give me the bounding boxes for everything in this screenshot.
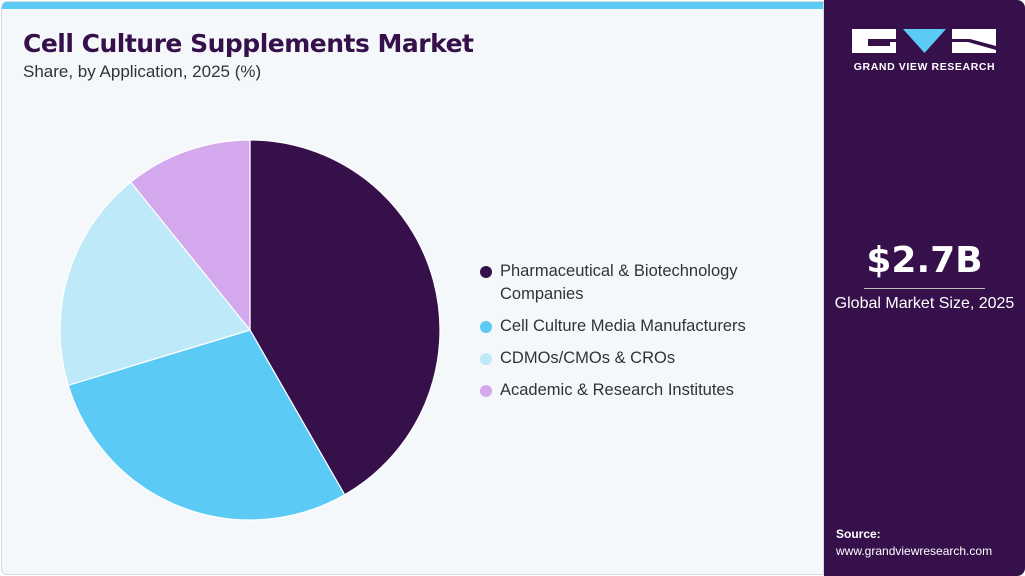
pie-slice-4 <box>129 139 251 332</box>
sidebar: GRAND VIEW RESEARCH $2.7B Global Market … <box>824 0 1025 576</box>
chart-panel: Cell Culture Supplements Market Share, b… <box>1 1 824 575</box>
legend-label: Pharmaceutical & Biotechnology Companies <box>500 262 738 303</box>
pie-slice-2 <box>67 329 346 521</box>
legend-item: Pharmaceutical & Biotechnology Companies <box>480 260 780 306</box>
legend-item: Cell Culture Media Manufacturers <box>480 315 780 338</box>
legend-marker <box>480 385 492 397</box>
source-label: Source: <box>836 527 881 541</box>
legend-marker <box>480 321 492 333</box>
pie-chart <box>59 139 441 521</box>
accent-bar <box>2 2 823 9</box>
chart-subtitle: Share, by Application, 2025 (%) <box>23 62 262 81</box>
source: Source: www.grandviewresearch.com <box>836 526 992 560</box>
logo-text: GRAND VIEW RESEARCH <box>853 61 996 73</box>
legend-label: CDMOs/CMOs & CROs <box>500 349 676 367</box>
legend-marker <box>480 266 492 278</box>
divider <box>864 288 985 289</box>
legend-label: Cell Culture Media Manufacturers <box>500 317 746 335</box>
market-size-value: $2.7B <box>866 240 983 281</box>
grand-view-research-logo <box>852 29 996 53</box>
pie-slice-3 <box>59 181 252 387</box>
pie-slice-1 <box>249 139 441 496</box>
source-link[interactable]: www.grandviewresearch.com <box>836 544 993 558</box>
legend-item: Academic & Research Institutes <box>480 379 780 402</box>
market-size-label: Global Market Size, 2025 <box>834 295 1015 312</box>
chart-title: Cell Culture Supplements Market <box>23 29 474 58</box>
legend: Pharmaceutical & Biotechnology Companies… <box>480 260 780 411</box>
legend-label: Academic & Research Institutes <box>500 381 734 399</box>
legend-marker <box>480 353 492 365</box>
legend-item: CDMOs/CMOs & CROs <box>480 347 780 370</box>
